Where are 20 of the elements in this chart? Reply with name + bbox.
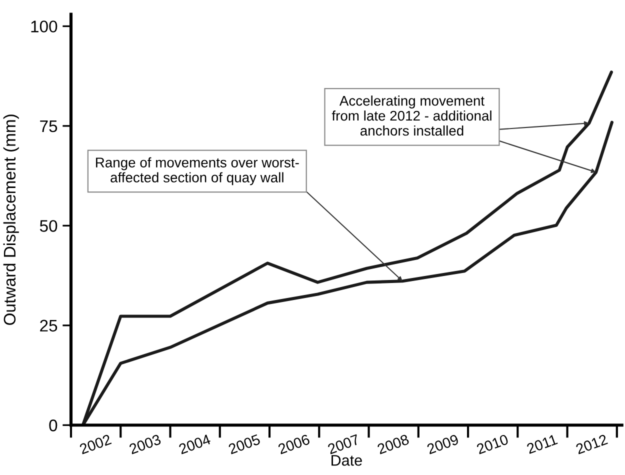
x-axis-title: Date	[332, 455, 362, 466]
y-tick-label: 50	[40, 220, 58, 232]
x-tick-label: 2003	[128, 434, 162, 454]
annotation: Accelerating movement from late 2012 - additional anchors installed	[332, 96, 492, 136]
y-tick-label: 0	[49, 420, 58, 432]
x-tick-label: 2002	[79, 434, 112, 454]
x-tick-label: 2012	[575, 434, 608, 454]
x-tick-label: 2010	[476, 434, 509, 454]
x-tick-label: 2011	[526, 434, 558, 454]
x-tick-label: 2008	[376, 434, 410, 454]
annotation: Range of movements over worst- affected section of quay wall	[96, 157, 299, 186]
y-tick-label: 75	[40, 120, 58, 132]
y-tick-label: 25	[40, 320, 58, 332]
x-tick-label: 2009	[426, 434, 460, 454]
y-axis-title: Outward Displacement (mm)	[3, 114, 19, 325]
x-tick-label: 2004	[178, 434, 212, 454]
x-tick-label: 2005	[228, 434, 261, 454]
y-tick-label: 100	[31, 20, 58, 32]
x-tick-label: 2007	[327, 434, 360, 454]
x-tick-label: 2006	[278, 434, 310, 454]
